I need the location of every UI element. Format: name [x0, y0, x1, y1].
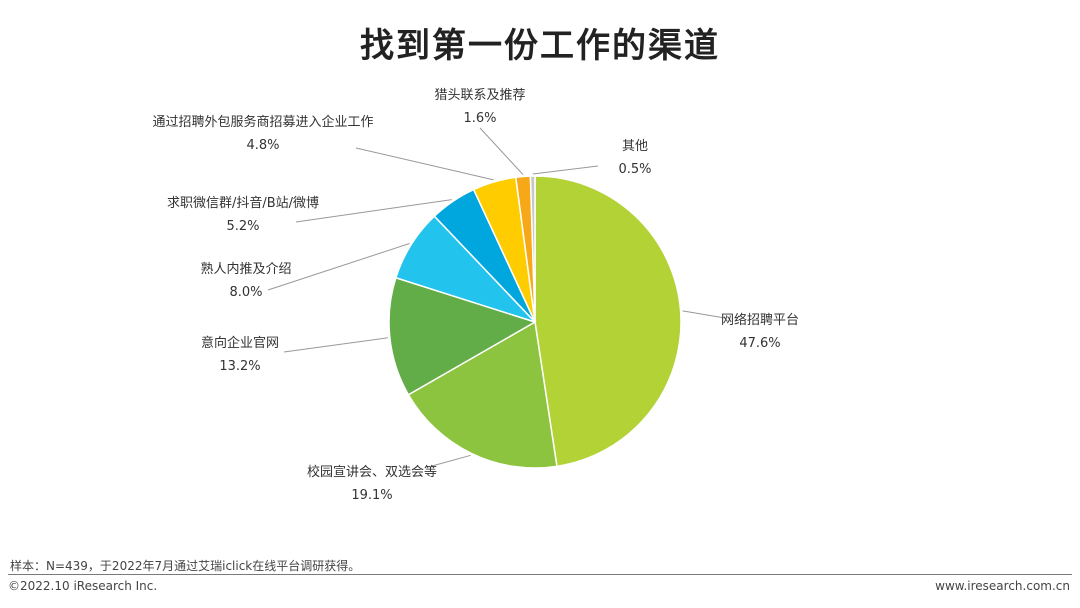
pie-slice — [388, 276, 537, 396]
slice-value-label: 13.2% — [219, 359, 260, 374]
footer-divider — [8, 574, 1072, 575]
slice-value-label: 47.6% — [739, 336, 780, 351]
slice-value-label: 5.2% — [226, 219, 259, 234]
slice-value-label: 4.8% — [246, 138, 279, 153]
chart-title: 找到第一份工作的渠道 — [360, 26, 720, 66]
pie-slice — [534, 175, 682, 468]
slice-label: 熟人内推及介绍 — [200, 261, 291, 277]
website-text: www.iresearch.com.cn — [935, 579, 1070, 593]
leader-line — [431, 454, 471, 467]
leader-line — [479, 127, 524, 175]
leader-line — [267, 243, 410, 291]
slice-label: 求职微信群/抖音/B站/微博 — [167, 195, 319, 211]
slice-label: 猎头联系及推荐 — [434, 88, 525, 103]
slice-label: 意向企业官网 — [201, 335, 279, 351]
sample-note: 样本：N=439，于2022年7月通过艾瑞iclick在线平台调研获得。 — [10, 559, 361, 573]
slice-label: 校园宣讲会、双选会等 — [307, 464, 437, 480]
leader-line — [682, 310, 726, 319]
slice-value-label: 0.5% — [618, 162, 651, 177]
slice-label: 通过招聘外包服务商招募进入企业工作 — [152, 114, 373, 130]
pie-slice — [529, 175, 536, 323]
leader-line — [355, 147, 494, 181]
leader-line — [295, 199, 452, 223]
pie-slice — [407, 320, 558, 469]
pie-chart: 网络招聘平台 47.6% 校园宣讲会、双选会等 19.1% 意向企业官网 13.2% 熟人内… — [152, 88, 799, 503]
slice-value-label: 19.1% — [351, 488, 392, 503]
leader-line — [532, 165, 599, 175]
slice-value-label: 1.6% — [463, 111, 496, 126]
leader-line — [283, 337, 388, 353]
slice-label: 网络招聘平台 — [721, 312, 799, 328]
slice-value-label: 8.0% — [229, 285, 262, 300]
slice-label: 其他 — [622, 139, 648, 154]
copyright-text: ©2022.10 iResearch Inc. — [8, 579, 158, 593]
